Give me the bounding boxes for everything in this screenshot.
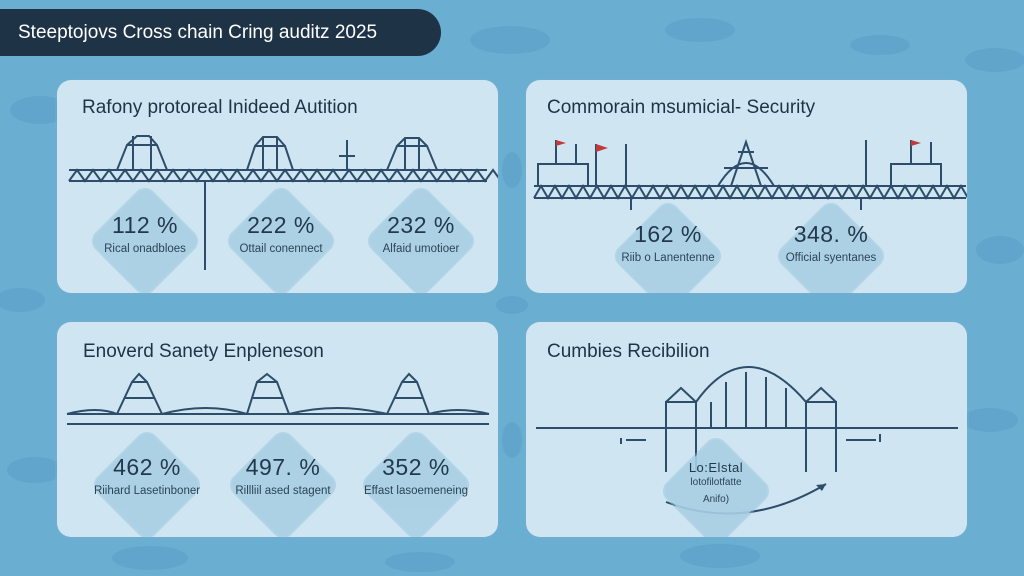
stat-label: Ottail conennect (239, 243, 323, 255)
bridge-illustration (533, 138, 967, 210)
stat-value: 112 % (111, 212, 178, 238)
stat-label: Alfaid umotioer (382, 243, 460, 255)
stat-card: 462 % Riihard Lasetinboner (87, 429, 207, 537)
stat-value: Lo:Elstal (688, 460, 744, 475)
panel-title: Enoverd Sanety Enpleneson (83, 341, 324, 362)
stat-value: 232 % (387, 212, 455, 238)
stat-card: 162 % Riib o Lanentenne (608, 200, 728, 293)
stat-label: Rillliil ased stagent (235, 485, 331, 497)
stat-label: Riihard Lasetinboner (93, 485, 201, 497)
page-title: Steeptojovs Cross chain Cring auditz 202… (0, 9, 441, 56)
stat-card: 112 % Rical onadbloes (85, 185, 205, 293)
panel-cumbies-recibilion: Cumbies Recibilion Lo:Elstal lotofilotfa… (526, 322, 967, 537)
stat-card: 232 % Alfaid umotioer (361, 185, 481, 293)
stat-label: Effast lasoemeneing (364, 485, 468, 497)
panel-title: Cumbies Recibilion (547, 341, 710, 362)
stat-label: Rical onadbloes (104, 243, 186, 255)
bridge-illustration (68, 135, 498, 270)
bridge-illustration (66, 372, 490, 425)
stat-card: Lo:Elstal lotofilotfatte Anifo) (651, 435, 781, 537)
stat-value: 352 % (382, 454, 450, 480)
stat-card: 497. % Rillliil ased stagent (221, 429, 345, 537)
stat-value: 222 % (247, 212, 315, 238)
panel-protocol-audition: Rafony protoreal Inideed Autition 112 % … (57, 80, 498, 293)
stat-value: 162 % (634, 221, 702, 247)
stat-value: 348. % (793, 221, 869, 247)
stat-card: 348. % Official syentanes (766, 200, 896, 293)
stat-label: lotofilotfatte (690, 477, 742, 488)
stat-label: Anifo) (702, 494, 730, 505)
stat-card: 222 % Ottail conennect (221, 185, 341, 293)
stat-value: 497. % (245, 454, 321, 480)
panel-title: Rafony protoreal Inideed Autition (82, 97, 358, 118)
stat-value: 462 % (113, 454, 181, 480)
stat-card: 352 % Effast lasoemeneing (351, 429, 481, 537)
panel-commercial-security: Commorain msumicial- Security 162 % (526, 80, 967, 293)
stat-label: Official syentanes (785, 252, 877, 264)
panel-safety-enplenesson: Enoverd Sanety Enpleneson 462 % Riihard … (57, 322, 498, 537)
stat-label: Riib o Lanentenne (621, 252, 715, 264)
panel-title: Commorain msumicial- Security (547, 97, 816, 118)
